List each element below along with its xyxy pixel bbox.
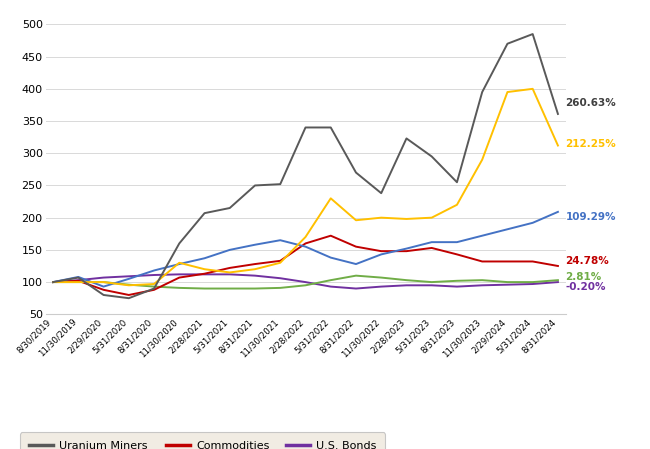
Text: 2.81%: 2.81% [566,272,602,282]
Text: 260.63%: 260.63% [566,98,616,108]
Text: 109.29%: 109.29% [566,212,616,222]
Text: 212.25%: 212.25% [566,139,616,149]
Text: -0.20%: -0.20% [566,282,606,292]
Legend: Uranium Miners, U3O8 Spot Price, Commodities, U.S. Equities, U.S. Bonds, U.S. Do: Uranium Miners, U3O8 Spot Price, Commodi… [20,432,385,449]
Text: 24.78%: 24.78% [566,256,609,266]
